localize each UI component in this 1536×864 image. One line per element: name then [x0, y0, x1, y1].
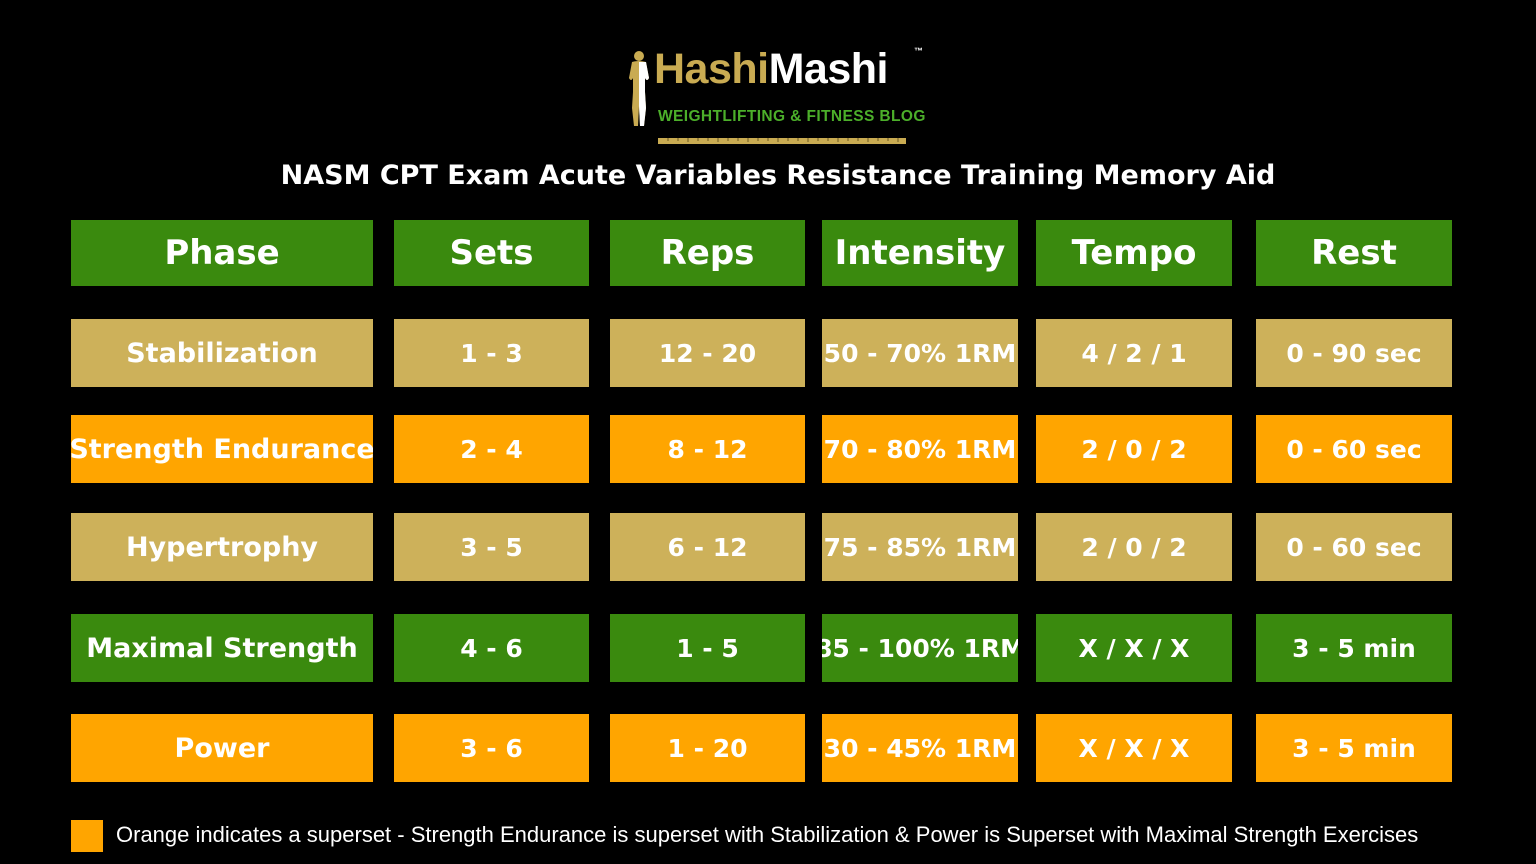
cell-rest: 3 - 5 min — [1256, 614, 1452, 682]
cell-sets: 4 - 6 — [394, 614, 589, 682]
cell-reps: 6 - 12 — [610, 513, 805, 581]
cell-rest: 0 - 90 sec — [1256, 319, 1452, 387]
cell-reps: 8 - 12 — [610, 415, 805, 483]
cell-phase: Power — [71, 714, 373, 782]
cell-reps: 12 - 20 — [610, 319, 805, 387]
logo-wordmark: HashiMashi — [654, 44, 888, 94]
header-phase: Phase — [71, 220, 373, 286]
cell-intensity: 85 - 100% 1RM — [822, 614, 1018, 682]
cell-reps: 1 - 5 — [610, 614, 805, 682]
cell-sets: 3 - 6 — [394, 714, 589, 782]
header-intensity: Intensity — [822, 220, 1018, 286]
cell-rest: 0 - 60 sec — [1256, 513, 1452, 581]
header-reps: Reps — [610, 220, 805, 286]
cell-tempo: X / X / X — [1036, 714, 1232, 782]
cell-tempo: 4 / 2 / 1 — [1036, 319, 1232, 387]
logo: HashiMashi ™ WEIGHTLIFTING & FITNESS BLO… — [624, 44, 934, 144]
cell-rest: 3 - 5 min — [1256, 714, 1452, 782]
page-title: NASM CPT Exam Acute Variables Resistance… — [280, 160, 1276, 191]
header-tempo: Tempo — [1036, 220, 1232, 286]
cell-rest: 0 - 60 sec — [1256, 415, 1452, 483]
logo-brand-part1: Hashi — [654, 45, 769, 93]
cell-intensity: 50 - 70% 1RM — [822, 319, 1018, 387]
header-rest: Rest — [1256, 220, 1452, 286]
cell-phase: Strength Endurance — [71, 415, 373, 483]
cell-tempo: 2 / 0 / 2 — [1036, 513, 1232, 581]
cell-sets: 2 - 4 — [394, 415, 589, 483]
cell-phase: Stabilization — [71, 319, 373, 387]
cell-intensity: 30 - 45% 1RM — [822, 714, 1018, 782]
cell-sets: 1 - 3 — [394, 319, 589, 387]
logo-trademark: ™ — [914, 46, 923, 56]
cell-reps: 1 - 20 — [610, 714, 805, 782]
cell-intensity: 75 - 85% 1RM — [822, 513, 1018, 581]
cell-sets: 3 - 5 — [394, 513, 589, 581]
cell-phase: Maximal Strength — [71, 614, 373, 682]
cell-tempo: 2 / 0 / 2 — [1036, 415, 1232, 483]
logo-tagline: WEIGHTLIFTING & FITNESS BLOG — [658, 108, 926, 125]
legend-orange-swatch — [71, 820, 103, 852]
cell-tempo: X / X / X — [1036, 614, 1232, 682]
logo-brand-part2: Mashi — [768, 45, 889, 93]
header-sets: Sets — [394, 220, 589, 286]
cell-phase: Hypertrophy — [71, 513, 373, 581]
bodybuilder-silhouette-icon — [629, 51, 649, 126]
legend-text: Orange indicates a superset - Strength E… — [116, 822, 1419, 847]
measuring-tape-icon — [658, 138, 906, 144]
cell-intensity: 70 - 80% 1RM — [822, 415, 1018, 483]
